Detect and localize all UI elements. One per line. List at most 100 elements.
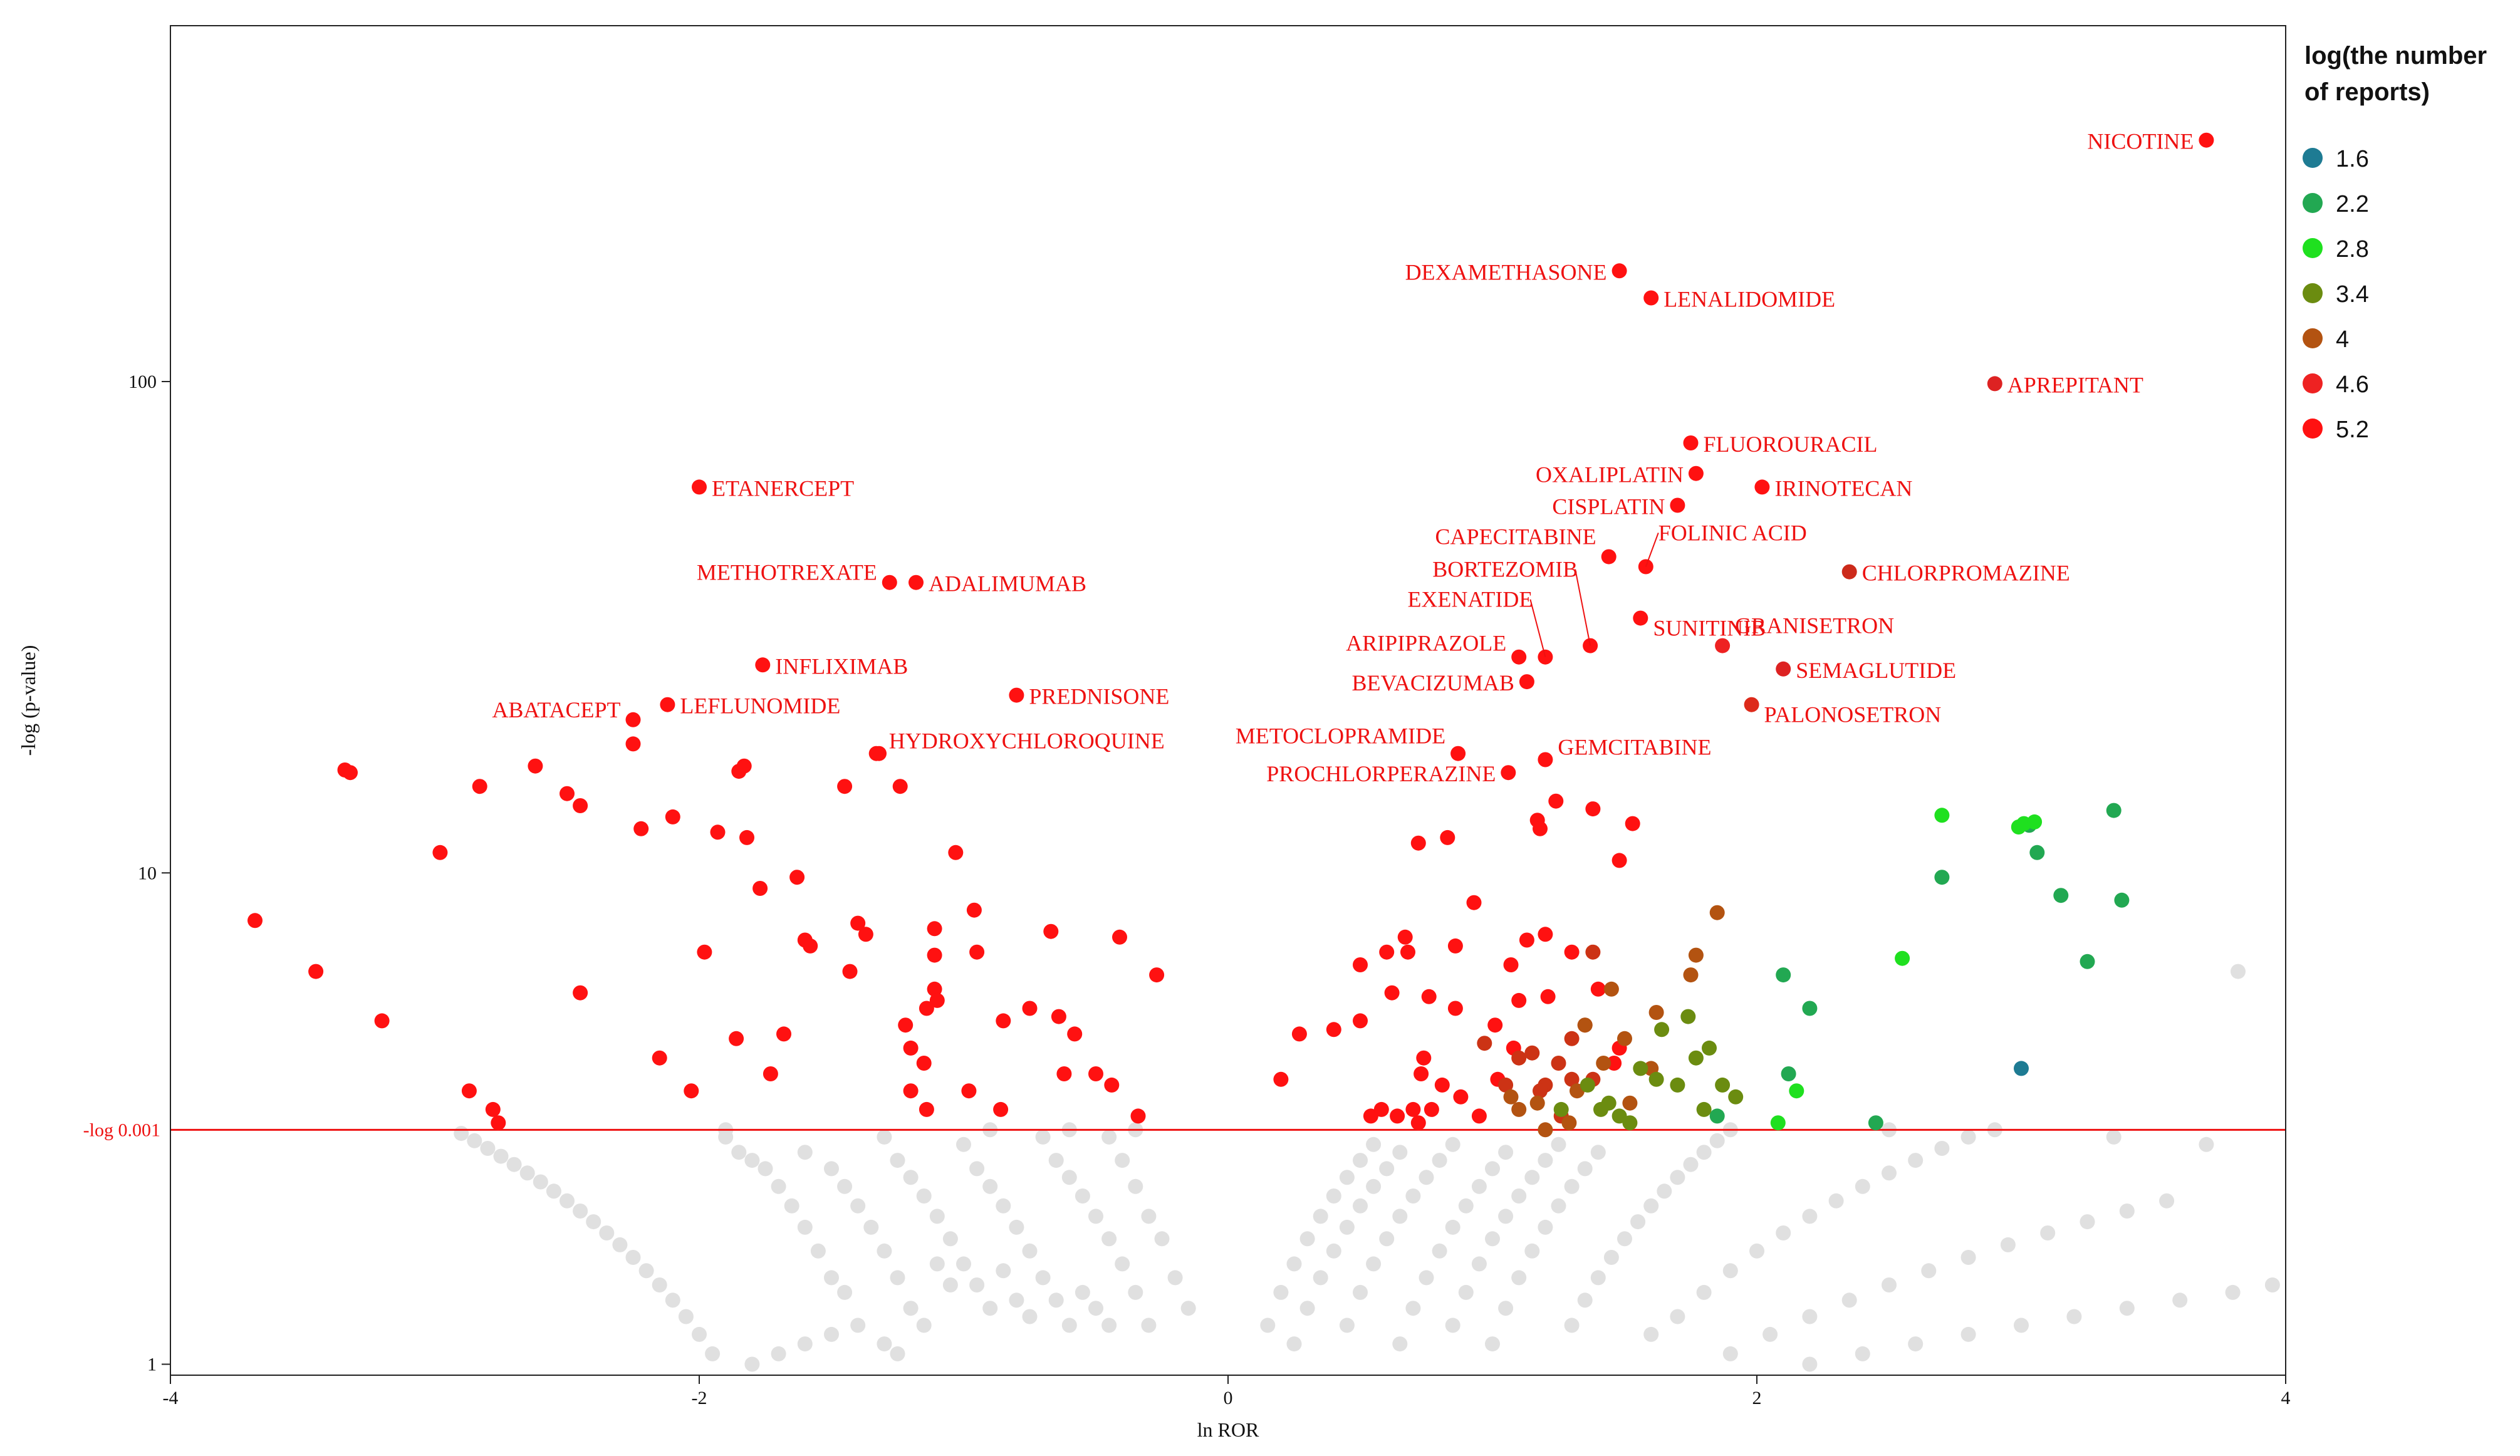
nonsignificant-point xyxy=(1353,1153,1368,1168)
nonsignificant-point xyxy=(1603,1250,1619,1265)
nonsignificant-point xyxy=(1670,1309,1685,1324)
data-point xyxy=(1414,1066,1429,1081)
nonsignificant-point xyxy=(1908,1153,1924,1168)
data-point xyxy=(898,1017,914,1033)
nonsignificant-point xyxy=(1882,1277,1897,1292)
nonsignificant-point xyxy=(1696,1145,1712,1160)
nonsignificant-point xyxy=(1313,1209,1328,1224)
drug-label: SEMAGLUTIDE xyxy=(1796,658,1956,683)
data-point xyxy=(1390,1108,1405,1124)
nonsignificant-point xyxy=(850,1198,866,1214)
nonsignificant-point xyxy=(1419,1170,1434,1185)
y-tick-label: 10 xyxy=(138,863,157,883)
nonsignificant-point xyxy=(810,1243,826,1259)
data-point xyxy=(1022,1001,1038,1016)
labeled-point xyxy=(1754,479,1770,495)
drug-label: IRINOTECAN xyxy=(1774,476,1912,501)
data-point xyxy=(1511,1050,1527,1066)
data-point xyxy=(1553,1101,1569,1117)
nonsignificant-point xyxy=(1471,1256,1487,1272)
threshold-label: -log 0.001 xyxy=(83,1120,160,1140)
drug-label: INFLIXIMAB xyxy=(775,653,908,679)
x-tick-label: 4 xyxy=(2281,1388,2291,1408)
legend-swatch xyxy=(2303,238,2323,258)
nonsignificant-point xyxy=(1128,1178,1143,1194)
nonsignificant-point xyxy=(2066,1309,2082,1324)
labeled-point xyxy=(1715,638,1731,653)
nonsignificant-point xyxy=(1960,1250,1976,1265)
data-point xyxy=(633,821,649,836)
data-point xyxy=(729,1031,744,1046)
nonsignificant-point xyxy=(916,1188,932,1204)
labeled-point xyxy=(1688,465,1704,481)
data-point xyxy=(858,927,873,942)
nonsignificant-point xyxy=(1445,1219,1460,1235)
nonsignificant-point xyxy=(612,1237,628,1252)
data-point xyxy=(803,938,818,954)
nonsignificant-point xyxy=(1855,1346,1870,1361)
data-point xyxy=(1654,1022,1670,1037)
nonsignificant-point xyxy=(599,1225,615,1240)
labeled-point xyxy=(1511,649,1527,665)
nonsignificant-point xyxy=(1353,1284,1368,1300)
data-point xyxy=(1273,1071,1289,1087)
nonsignificant-point xyxy=(969,1277,985,1292)
nonsignificant-point xyxy=(942,1231,958,1247)
drug-label: HYDROXYCHLOROQUINE xyxy=(889,729,1165,754)
data-point xyxy=(1487,1017,1503,1033)
data-point xyxy=(2106,803,2122,818)
legend-swatch xyxy=(2303,193,2323,213)
data-point xyxy=(1088,1066,1103,1081)
data-point xyxy=(485,1101,501,1117)
data-point xyxy=(1648,1071,1664,1087)
nonsignificant-point xyxy=(2225,1284,2241,1300)
nonsignificant-point xyxy=(1366,1178,1382,1194)
nonsignificant-point xyxy=(1379,1231,1395,1247)
data-point xyxy=(1585,801,1601,817)
data-point xyxy=(927,947,942,963)
drug-label: ABATACEPT xyxy=(492,697,620,722)
label-layer: NICOTINE DEXAMETHASONE LENALIDOMIDE APREPIT… xyxy=(492,129,2194,787)
legend-title: of reports) xyxy=(2304,78,2430,106)
data-point xyxy=(1688,1050,1704,1066)
data-point xyxy=(1400,944,1415,960)
legend: log(the number of reports) 1.6 2.2 2.8 3.4 4 4.… xyxy=(2303,42,2487,443)
nonsignificant-point xyxy=(824,1161,839,1177)
nonsignificant-point xyxy=(1657,1183,1672,1199)
nonsignificant-point xyxy=(797,1145,813,1160)
data-point xyxy=(684,1083,699,1099)
data-point xyxy=(1551,1056,1566,1071)
nonsignificant-point xyxy=(467,1133,482,1148)
nonsignificant-point xyxy=(1551,1136,1566,1152)
nonsignificant-point xyxy=(1722,1346,1738,1361)
nonsignificant-point xyxy=(1392,1336,1408,1352)
legend-swatch xyxy=(2303,419,2323,439)
data-point xyxy=(1524,1045,1540,1061)
nonsignificant-point xyxy=(1088,1209,1103,1224)
nonsignificant-point xyxy=(2119,1301,2135,1316)
drug-label: ETANERCEPT xyxy=(712,476,854,501)
nonsignificant-point xyxy=(1908,1336,1924,1352)
nonsignificant-point xyxy=(1577,1161,1593,1177)
data-point xyxy=(1934,808,1950,823)
labeled-point xyxy=(1601,549,1617,564)
legend-label: 2.8 xyxy=(2336,236,2369,263)
data-point xyxy=(1564,944,1580,960)
nonsignificant-point xyxy=(1088,1301,1103,1316)
drug-label: FOLINIC ACID xyxy=(1658,520,1807,545)
data-point xyxy=(919,1001,934,1016)
drug-label: CAPECITABINE xyxy=(1435,524,1596,549)
data-point xyxy=(1397,929,1413,945)
nonsignificant-point xyxy=(956,1136,971,1152)
data-point xyxy=(969,944,985,960)
data-point xyxy=(1149,967,1165,983)
data-point xyxy=(1384,985,1400,1001)
labeled-point xyxy=(1776,661,1791,677)
nonsignificant-point xyxy=(493,1148,509,1164)
nonsignificant-point xyxy=(1299,1301,1315,1316)
nonsignificant-point xyxy=(1670,1170,1685,1185)
data-point xyxy=(491,1115,506,1131)
data-point xyxy=(1471,1108,1487,1124)
data-point xyxy=(1410,835,1426,851)
y-tick-label: 100 xyxy=(128,372,157,392)
